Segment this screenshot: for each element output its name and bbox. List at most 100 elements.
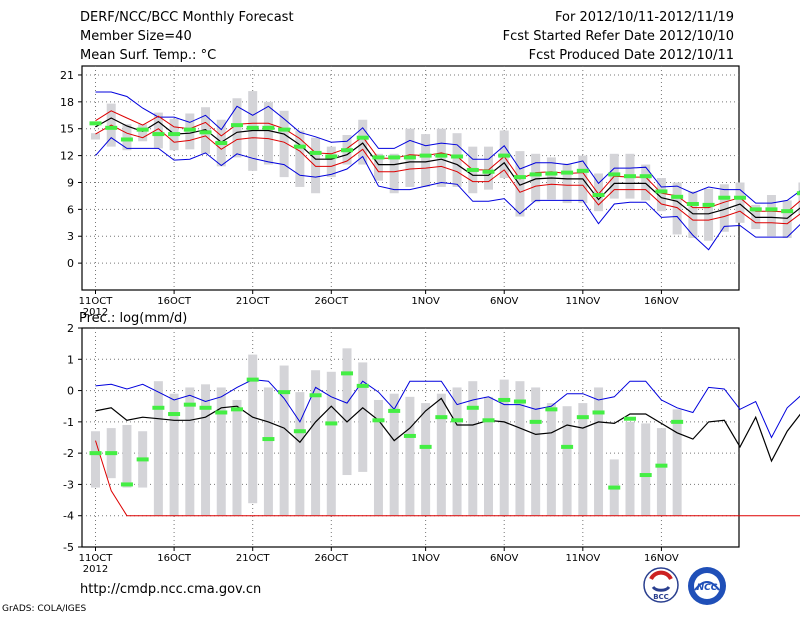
- observed-marker: [796, 191, 800, 196]
- y-tick-label: -1: [63, 416, 74, 429]
- y-tick-label: 15: [60, 123, 74, 136]
- y-tick-label: 18: [60, 96, 74, 109]
- observed-marker: [482, 169, 495, 174]
- spread-bar: [389, 153, 399, 194]
- spread-bar: [672, 182, 682, 235]
- observed-marker: [608, 172, 621, 177]
- spread-bar: [153, 381, 163, 516]
- observed-marker: [655, 463, 668, 468]
- x-tick-label: 16OCT: [157, 296, 192, 307]
- spread-bar: [531, 153, 541, 203]
- spread-bar: [295, 392, 305, 516]
- x-tick-label: 1NOV: [411, 296, 440, 307]
- spread-bar: [562, 163, 572, 204]
- observed-marker: [592, 410, 605, 415]
- observed-marker: [325, 421, 338, 426]
- refer-date: Fcst Started Refer Date 2012/10/10: [502, 29, 734, 44]
- observed-marker: [215, 410, 228, 415]
- spread-bar: [358, 362, 368, 472]
- spread-bar: [562, 406, 572, 516]
- spread-bar: [358, 119, 368, 165]
- x-tick-label: 16NOV: [644, 296, 679, 307]
- observed-marker: [545, 407, 558, 412]
- spread-bar: [185, 387, 195, 516]
- observed-marker: [419, 444, 432, 449]
- spread-bar: [656, 178, 666, 212]
- spread-bar: [405, 396, 415, 516]
- spread-bar: [248, 354, 258, 504]
- observed-marker: [561, 170, 574, 175]
- observed-marker: [105, 451, 118, 456]
- observed-marker: [199, 405, 212, 410]
- observed-marker: [262, 437, 275, 442]
- x-tick-label: 11NOV: [565, 296, 600, 307]
- ncc-logo: NCC: [688, 567, 726, 605]
- plot-frame: [81, 65, 740, 291]
- ensemble-mean-line: [95, 397, 800, 463]
- spread-bar: [546, 403, 556, 516]
- x-tick-label: 1NOV: [411, 553, 440, 564]
- source-url[interactable]: http://cmdp.ncc.cma.gov.cn: [80, 582, 262, 597]
- spread-bar: [326, 371, 336, 516]
- chart-title: DERF/NCC/BCC Monthly Forecast: [80, 10, 294, 25]
- spread-bar: [295, 130, 305, 187]
- observed-marker: [419, 153, 432, 158]
- observed-marker: [89, 451, 102, 456]
- observed-marker: [671, 194, 684, 199]
- observed-marker: [183, 127, 196, 132]
- y-tick-label: -5: [63, 541, 74, 554]
- observed-marker: [341, 371, 354, 376]
- forecast-period: For 2012/10/11-2012/11/19: [555, 10, 734, 25]
- observed-marker: [608, 485, 621, 490]
- observed-marker: [372, 155, 385, 160]
- spread-bar: [326, 146, 336, 178]
- spread-bar: [452, 133, 462, 187]
- bcc-logo: BCC: [643, 567, 679, 603]
- y-tick-label: 6: [67, 203, 74, 216]
- observed-marker: [120, 137, 133, 142]
- spread-bar: [499, 379, 509, 516]
- spread-bar: [515, 151, 525, 217]
- spread-bar: [531, 387, 541, 516]
- spread-bar: [436, 393, 446, 516]
- temperature-panel: 0 3 6 9 12 15 18 21 11OCT 16OCT 21OCT 26OCT 1NOV 6NOV…: [60, 65, 800, 318]
- spread-bar: [594, 387, 604, 516]
- observed-marker: [655, 189, 668, 194]
- member-size: Member Size=40: [80, 29, 192, 44]
- lower-bound-line: [95, 137, 800, 251]
- observed-marker: [592, 193, 605, 198]
- inner-lower-line: [95, 124, 800, 225]
- inner-upper-line: [95, 110, 800, 213]
- observed-marker: [529, 419, 542, 424]
- spread-bar: [421, 134, 431, 187]
- precipitation-panel: -5 -4 -3 -2 -1 0 1 2 11OCT 16OCT 21OCT 26OCT 1NOV 6NO…: [63, 322, 800, 575]
- observed-marker: [278, 390, 291, 395]
- spread-bar: [704, 188, 714, 241]
- observed-marker: [388, 155, 401, 160]
- observed-marker: [105, 125, 118, 130]
- ensemble-mean-line: [95, 117, 800, 219]
- observed-marker: [89, 121, 102, 126]
- y-tick-label: 0: [67, 257, 74, 270]
- observed-marker: [545, 171, 558, 176]
- spread-bar: [201, 384, 211, 516]
- spread-bar: [153, 112, 163, 149]
- spread-bar: [91, 133, 100, 140]
- observed-marker: [639, 473, 652, 478]
- spread-bar: [216, 387, 226, 516]
- spread-bar: [122, 424, 132, 488]
- spread-bar: [484, 146, 493, 190]
- x-tick-label: 26OCT: [314, 296, 349, 307]
- observed-marker: [356, 383, 369, 388]
- spread-bar: [515, 381, 525, 516]
- observed-marker: [120, 482, 133, 487]
- observed-marker: [152, 405, 165, 410]
- spread-bar: [452, 387, 462, 516]
- ncc-logo-text: NCC: [697, 583, 718, 593]
- observed-marker: [136, 127, 149, 132]
- x-tick-label: 16NOV: [644, 553, 679, 564]
- spread-bar: [342, 348, 352, 476]
- observed-marker: [403, 155, 416, 160]
- observed-marker: [749, 207, 762, 212]
- observed-marker: [513, 399, 526, 404]
